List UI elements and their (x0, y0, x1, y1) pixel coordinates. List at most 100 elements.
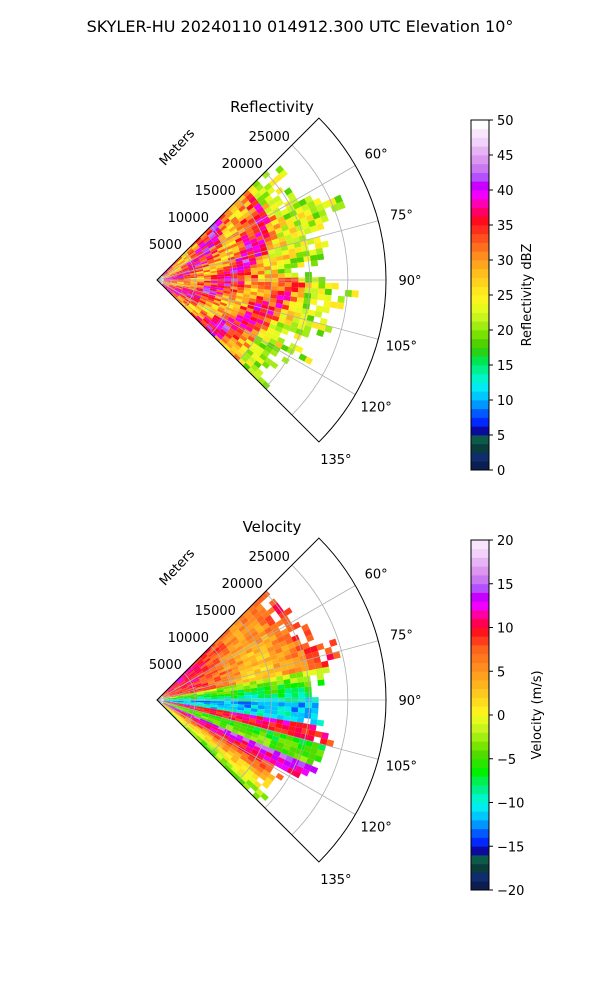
reflectivity-cell (302, 250, 311, 257)
velocity-cell (250, 704, 258, 709)
reflectivity-cell (251, 224, 260, 232)
velocity-cell (168, 688, 175, 694)
range-tick-label: 15000 (195, 604, 236, 619)
reflectivity-cell (237, 287, 245, 291)
reflectivity-cell (292, 236, 301, 244)
velocity-cell (271, 735, 280, 742)
velocity-cell (229, 684, 237, 689)
reflectivity-cell (303, 298, 311, 305)
reflectivity-cell (235, 212, 244, 220)
reflectivity-cell (186, 306, 193, 313)
velocity-cell (239, 651, 248, 658)
reflectivity-cell (238, 246, 247, 252)
velocity-cell (217, 696, 225, 699)
velocity-cell (211, 644, 218, 652)
reflectivity-cell (198, 253, 206, 259)
velocity-cell (252, 664, 261, 671)
reflectivity-cell (261, 170, 271, 179)
velocity-cell (222, 683, 230, 688)
velocity-cell (207, 651, 215, 658)
colorbar-tick-label: 35 (497, 219, 514, 234)
reflectivity-cell (176, 271, 183, 275)
velocity-cell (196, 724, 204, 730)
reflectivity-cell (205, 314, 213, 321)
velocity-cell (190, 696, 198, 699)
reflectivity-cell (210, 274, 218, 278)
colorbar-tick-label: 5 (497, 665, 505, 680)
velocity-cell (183, 698, 191, 700)
reflectivity-cell (266, 186, 276, 195)
velocity-cell (264, 690, 272, 695)
reflectivity-cell (236, 224, 244, 232)
velocity-cell (179, 713, 186, 719)
reflectivity-cell (195, 266, 203, 270)
velocity-cell (269, 717, 277, 724)
velocity-cell (168, 706, 175, 712)
velocity-cell (221, 733, 230, 740)
reflectivity-cell (264, 274, 272, 279)
reflectivity-cell (173, 265, 181, 270)
reflectivity-cell (251, 281, 259, 286)
velocity-cell (217, 740, 225, 747)
velocity-cell (218, 671, 227, 676)
reflectivity-cell (319, 317, 328, 326)
reflectivity-cell (196, 267, 203, 271)
reflectivity-cell (237, 194, 246, 202)
velocity-cell (264, 777, 273, 786)
velocity-cell (230, 766, 239, 774)
velocity-cell (236, 734, 244, 740)
reflectivity-cell (201, 319, 208, 326)
velocity-cell (302, 723, 311, 730)
reflectivity-cell (271, 273, 279, 279)
velocity-cell (221, 647, 229, 654)
reflectivity-cell (163, 276, 171, 279)
velocity-cell (209, 684, 217, 688)
velocity-cell (197, 697, 205, 700)
velocity-cell (240, 775, 249, 783)
colorbar-swatch (471, 837, 489, 847)
colorbar-swatch (471, 443, 489, 453)
reflectivity-cell (210, 282, 218, 286)
reflectivity-cell (291, 287, 299, 293)
velocity-cell (175, 708, 182, 713)
velocity-cell (169, 690, 176, 695)
velocity-cell (196, 704, 204, 708)
reflectivity-cell (258, 187, 267, 196)
velocity-cell (250, 783, 259, 792)
reflectivity-cell (187, 264, 195, 268)
colorbar-swatch (471, 741, 489, 751)
reflectivity-cell (282, 300, 291, 306)
reflectivity-cell (258, 342, 267, 350)
velocity-cell (191, 730, 198, 737)
reflectivity-cell (237, 272, 245, 276)
reflectivity-cell (208, 293, 216, 298)
reflectivity-cell (173, 291, 180, 296)
reflectivity-cell (277, 264, 285, 270)
reflectivity-cell (210, 280, 218, 284)
velocity-cell (167, 687, 174, 693)
velocity-cell (235, 718, 243, 723)
reflectivity-cell (230, 336, 238, 344)
reflectivity-cell (196, 250, 204, 256)
reflectivity-cell (163, 280, 171, 282)
reflectivity-cell (221, 313, 230, 320)
velocity-cell (217, 691, 225, 695)
reflectivity-cell (247, 335, 256, 343)
velocity-cell (206, 719, 214, 724)
velocity-cell (259, 644, 267, 652)
reflectivity-cell (217, 330, 226, 338)
reflectivity-cell (201, 260, 208, 265)
velocity-cell (209, 686, 217, 690)
velocity-cell (207, 680, 215, 685)
velocity-cell (205, 722, 212, 728)
velocity-cell (280, 644, 290, 652)
velocity-cell (163, 702, 170, 706)
reflectivity-cell (239, 322, 248, 329)
reflectivity-cell (162, 271, 168, 276)
velocity-cell (203, 707, 211, 711)
reflectivity-cell (262, 258, 271, 264)
velocity-cell (242, 782, 251, 791)
velocity-cell (237, 635, 246, 643)
reflectivity-cell (220, 299, 228, 305)
reflectivity-cell (180, 302, 187, 309)
